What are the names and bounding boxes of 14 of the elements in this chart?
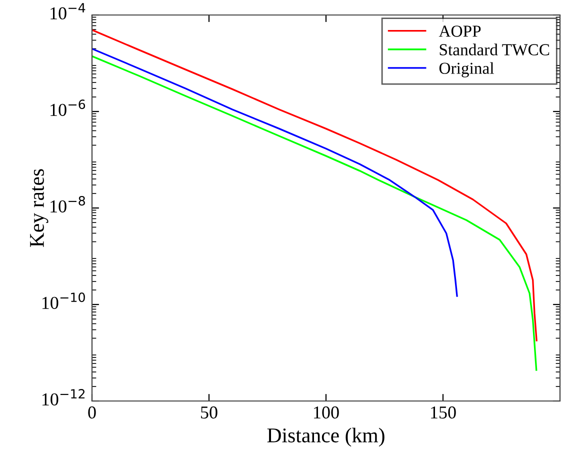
x-tick-label: 50 <box>201 406 218 419</box>
y-tick-label: 10$^{−12}$ <box>42 389 85 406</box>
y-tick-label: 10$^{−6}$ <box>50 100 86 116</box>
y-tick-label: 10$^{−8}$ <box>50 196 86 212</box>
legend-label: Original <box>439 62 494 78</box>
y-axis-title: Key rates <box>30 169 48 248</box>
x-tick-label: 0 <box>88 406 96 419</box>
x-tick-label: 150 <box>431 406 456 419</box>
x-tick-label: 100 <box>314 406 339 419</box>
legend-label: Standard TWCC <box>440 44 550 56</box>
legend-label: AOPP <box>438 26 481 37</box>
y-tick-label: 10$^{−10}$ <box>42 292 85 309</box>
y-tick-label: 10$^{−4}$ <box>50 3 86 20</box>
x-axis-title: Distance (km) <box>267 428 384 447</box>
